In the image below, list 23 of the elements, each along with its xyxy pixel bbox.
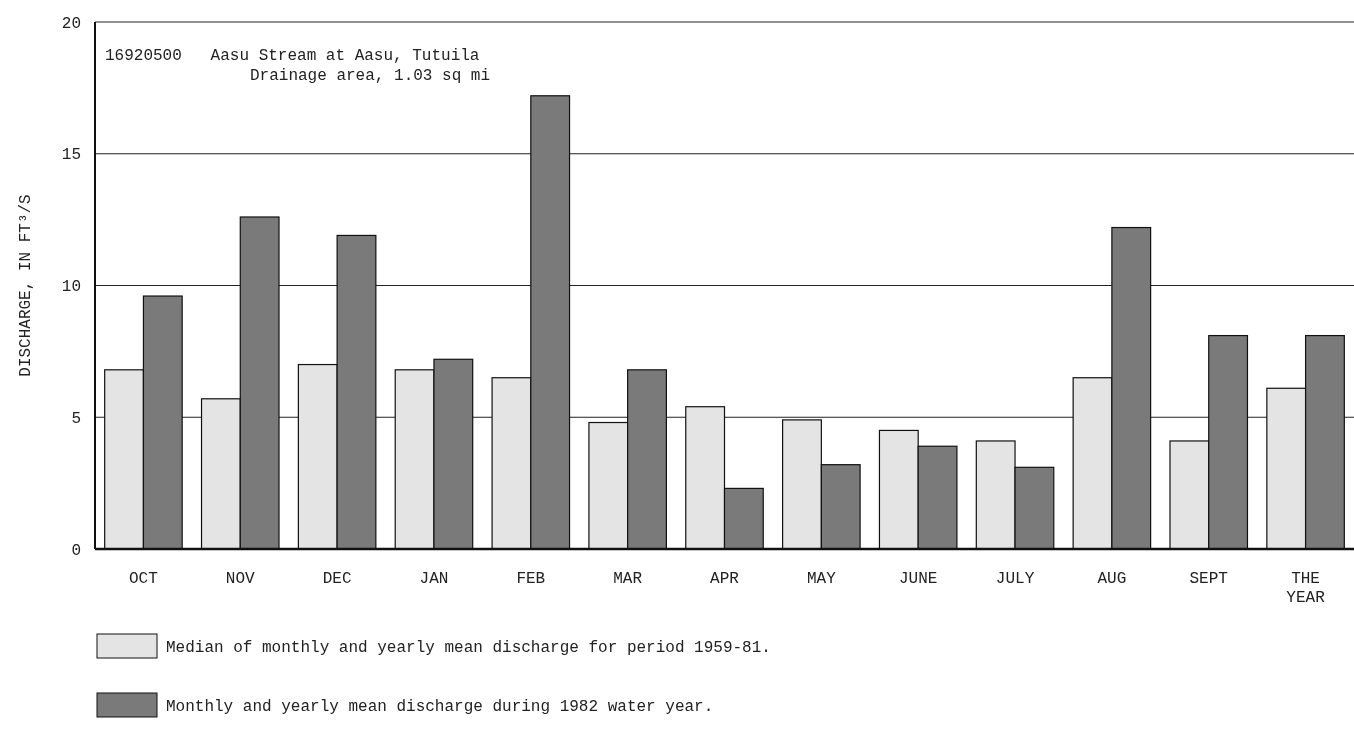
y-tick-label: 5 (71, 409, 81, 428)
x-tick-label: MAR (613, 570, 643, 588)
x-tick-label: APR (710, 570, 740, 588)
text: 16920500 Aasu Stream at Aasu, Tutuila (105, 47, 480, 65)
legend-label: Monthly and yearly mean discharge during 1982 water year. (166, 698, 714, 716)
text: Drainage area, 1.03 sq mi (250, 67, 491, 85)
x-tick-label: MAY (806, 570, 837, 588)
x-tick-label: NOV (225, 570, 256, 588)
y-tick-label: 10 (61, 278, 81, 297)
x-tick-label: SEPT (1189, 570, 1228, 588)
x-tick-label: FEB (516, 570, 546, 588)
x-tick-label: AUG (1097, 570, 1127, 588)
legend-label: Median of monthly and yearly mean discharge for period 1959-81. (166, 639, 771, 657)
x-tick-label: JULY (995, 570, 1035, 588)
y-axis-title: DISCHARGE, IN FT³/S (17, 194, 35, 377)
x-tick-label: THE YEAR (1286, 570, 1326, 607)
x-tick-label: JAN (419, 570, 449, 588)
y-tick-label: 15 (61, 146, 81, 165)
y-tick-label: 20 (61, 14, 81, 33)
y-tick-label: 0 (71, 541, 81, 560)
x-tick-label: OCT (129, 570, 158, 588)
x-tick-label: DEC (322, 570, 352, 588)
x-tick-label: JUNE (898, 570, 938, 588)
